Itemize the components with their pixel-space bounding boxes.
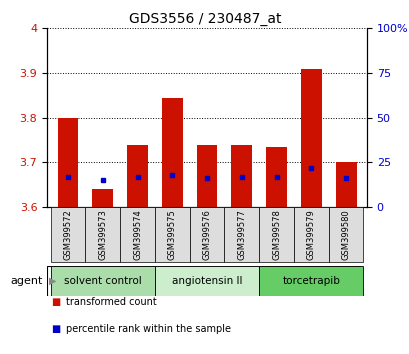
Bar — [300, 69, 321, 207]
Bar — [196, 144, 217, 207]
Text: GSM399577: GSM399577 — [237, 209, 246, 260]
Bar — [189, 207, 224, 262]
Bar — [57, 118, 78, 207]
Text: percentile rank within the sample: percentile rank within the sample — [65, 324, 230, 334]
Text: ■: ■ — [51, 324, 61, 334]
Text: solvent control: solvent control — [64, 275, 141, 286]
Text: GSM399576: GSM399576 — [202, 209, 211, 260]
Text: transformed count: transformed count — [65, 297, 156, 307]
Bar — [127, 144, 148, 207]
Bar — [335, 162, 356, 207]
Bar — [155, 207, 189, 262]
Text: GSM399578: GSM399578 — [272, 209, 281, 260]
Text: GSM399574: GSM399574 — [133, 209, 142, 260]
Text: ▶: ▶ — [49, 275, 56, 286]
Bar — [293, 207, 328, 262]
Bar — [162, 98, 182, 207]
Text: GSM399580: GSM399580 — [341, 209, 350, 260]
Bar — [265, 147, 286, 207]
Bar — [155, 266, 258, 296]
Bar — [224, 207, 258, 262]
Text: GSM399575: GSM399575 — [167, 209, 176, 260]
Text: GSM399573: GSM399573 — [98, 209, 107, 260]
Bar — [120, 207, 155, 262]
Text: torcetrapib: torcetrapib — [282, 275, 339, 286]
Text: ■: ■ — [51, 297, 61, 307]
Bar — [50, 207, 85, 262]
Bar — [85, 207, 120, 262]
Bar — [92, 189, 113, 207]
Text: agent: agent — [11, 275, 43, 286]
Bar — [50, 266, 155, 296]
Bar — [231, 144, 252, 207]
Bar — [328, 207, 363, 262]
Text: GDS3556 / 230487_at: GDS3556 / 230487_at — [128, 12, 281, 27]
Text: GSM399579: GSM399579 — [306, 209, 315, 260]
Text: GSM399572: GSM399572 — [63, 209, 72, 260]
Text: angiotensin II: angiotensin II — [171, 275, 242, 286]
Bar — [258, 207, 293, 262]
Bar — [258, 266, 363, 296]
